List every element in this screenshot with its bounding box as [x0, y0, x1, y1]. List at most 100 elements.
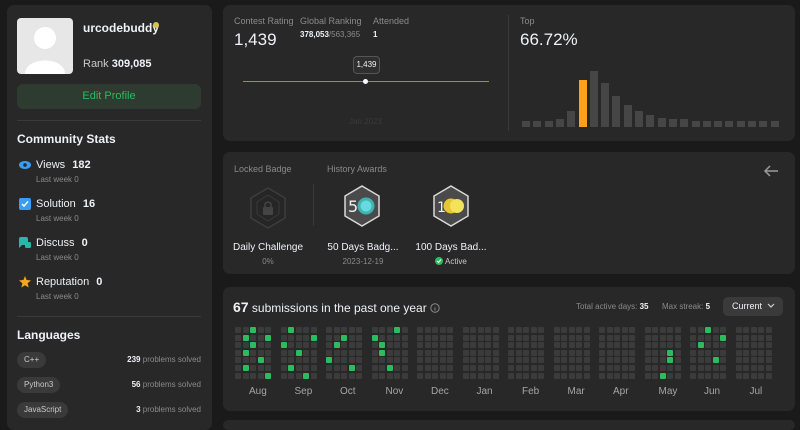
heatmap-cell[interactable] [310, 365, 317, 371]
heatmap-cell[interactable] [424, 365, 431, 371]
heatmap-cell[interactable] [417, 342, 423, 349]
heatmap-cell[interactable] [599, 365, 605, 371]
heatmap-cell[interactable] [326, 342, 332, 349]
heatmap-cell[interactable] [750, 334, 757, 341]
heatmap-cell[interactable] [250, 327, 257, 333]
heatmap-cell[interactable] [371, 342, 378, 349]
heatmap-cell[interactable] [439, 365, 446, 371]
heatmap-cell[interactable] [356, 327, 363, 333]
language-chip[interactable]: Python3 [17, 377, 61, 393]
rating-point[interactable] [363, 79, 368, 84]
heatmap-cell[interactable] [447, 327, 454, 333]
heatmap-cell[interactable] [667, 357, 674, 364]
heatmap-cell[interactable] [379, 349, 386, 356]
heatmap-cell[interactable] [515, 342, 522, 349]
heatmap-cell[interactable] [583, 342, 590, 349]
heatmap-cell[interactable] [280, 372, 287, 379]
heatmap-cell[interactable] [257, 334, 264, 341]
heatmap-cell[interactable] [477, 327, 484, 333]
heatmap-cell[interactable] [530, 357, 537, 364]
heatmap-cell[interactable] [659, 349, 666, 356]
heatmap-cell[interactable] [242, 334, 249, 341]
heatmap-cell[interactable] [561, 357, 568, 364]
heatmap-cell[interactable] [447, 342, 454, 349]
heatmap-cell[interactable] [743, 357, 750, 364]
heatmap-cell[interactable] [576, 357, 583, 364]
heatmap-cell[interactable] [470, 349, 477, 356]
heatmap-cell[interactable] [235, 342, 241, 349]
heatmap-cell[interactable] [341, 342, 348, 349]
heatmap-cell[interactable] [652, 334, 659, 341]
heatmap-cell[interactable] [485, 357, 492, 364]
heatmap-cell[interactable] [614, 357, 621, 364]
heatmap-cell[interactable] [568, 342, 575, 349]
heatmap-cell[interactable] [523, 349, 530, 356]
heatmap-cell[interactable] [447, 365, 454, 371]
heatmap-cell[interactable] [242, 327, 249, 333]
heatmap-cell[interactable] [394, 327, 401, 333]
heatmap-cell[interactable] [515, 327, 522, 333]
heatmap-cell[interactable] [265, 365, 272, 371]
heatmap-cell[interactable] [765, 365, 772, 371]
heatmap-cell[interactable] [310, 357, 317, 364]
heatmap-cell[interactable] [515, 365, 522, 371]
heatmap-cell[interactable] [508, 334, 514, 341]
heatmap-cell[interactable] [265, 327, 272, 333]
heatmap-cell[interactable] [614, 342, 621, 349]
heatmap-cell[interactable] [750, 327, 757, 333]
heatmap-cell[interactable] [750, 372, 757, 379]
heatmap-cell[interactable] [652, 349, 659, 356]
heatmap-cell[interactable] [629, 357, 636, 364]
heatmap-cell[interactable] [561, 349, 568, 356]
heatmap-cell[interactable] [523, 365, 530, 371]
heatmap-cell[interactable] [530, 342, 537, 349]
heatmap-cell[interactable] [599, 327, 605, 333]
heatmap-cell[interactable] [561, 327, 568, 333]
heatmap-cell[interactable] [401, 342, 408, 349]
heatmap-cell[interactable] [553, 327, 560, 333]
heatmap-cell[interactable] [720, 372, 727, 379]
heatmap-cell[interactable] [242, 349, 249, 356]
heatmap-cell[interactable] [705, 357, 712, 364]
heatmap-cell[interactable] [758, 349, 765, 356]
heatmap-cell[interactable] [644, 357, 651, 364]
heatmap-cell[interactable] [765, 357, 772, 364]
heatmap-cell[interactable] [697, 334, 704, 341]
heatmap-cell[interactable] [629, 334, 636, 341]
heatmap-cell[interactable] [606, 372, 613, 379]
heatmap-cell[interactable] [583, 327, 590, 333]
heatmap-cell[interactable] [348, 349, 355, 356]
heatmap-cell[interactable] [735, 342, 742, 349]
heatmap-cell[interactable] [720, 349, 727, 356]
heatmap-cell[interactable] [401, 357, 408, 364]
heatmap-cell[interactable] [379, 365, 386, 371]
heatmap-cell[interactable] [568, 327, 575, 333]
heatmap-cell[interactable] [310, 327, 317, 333]
heatmap-cell[interactable] [705, 365, 712, 371]
heatmap-cell[interactable] [621, 342, 628, 349]
heatmap-cell[interactable] [690, 372, 696, 379]
heatmap-cell[interactable] [235, 327, 241, 333]
heatmap-cell[interactable] [439, 357, 446, 364]
heatmap-cell[interactable] [735, 327, 742, 333]
heatmap-cell[interactable] [720, 327, 727, 333]
heatmap-cell[interactable] [735, 365, 742, 371]
heatmap-cell[interactable] [485, 365, 492, 371]
heatmap-cell[interactable] [697, 365, 704, 371]
heatmap-cell[interactable] [667, 365, 674, 371]
heatmap-cell[interactable] [310, 349, 317, 356]
heatmap-cell[interactable] [523, 342, 530, 349]
heatmap-cell[interactable] [492, 334, 499, 341]
heatmap-cell[interactable] [386, 365, 393, 371]
heatmap-cell[interactable] [394, 357, 401, 364]
heatmap-cell[interactable] [576, 327, 583, 333]
heatmap-cell[interactable] [257, 357, 264, 364]
heatmap-cell[interactable] [538, 327, 545, 333]
heatmap-cell[interactable] [492, 372, 499, 379]
heatmap-cell[interactable] [288, 327, 295, 333]
heatmap-cell[interactable] [705, 334, 712, 341]
heatmap-cell[interactable] [257, 349, 264, 356]
heatmap-cell[interactable] [235, 349, 241, 356]
heatmap-cell[interactable] [326, 349, 332, 356]
heatmap-cell[interactable] [576, 349, 583, 356]
